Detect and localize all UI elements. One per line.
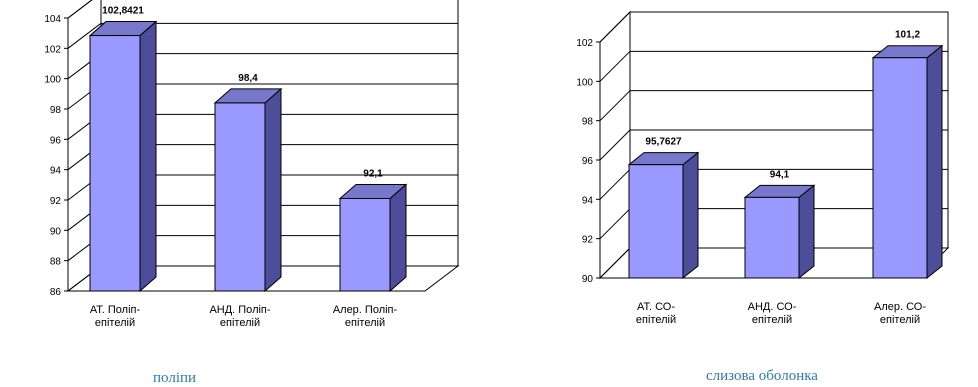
- y-tick-label: 100: [576, 77, 593, 88]
- caption-polyps: поліпи: [153, 370, 197, 386]
- y-tick-label: 96: [50, 135, 62, 146]
- category-label-line: епітелій: [880, 314, 920, 326]
- bar-side: [926, 44, 943, 280]
- category-label: АТ. Поліп-епітелій: [90, 304, 141, 329]
- category-label-line: АНД. Поліп-: [209, 304, 270, 316]
- bar-side: [139, 20, 157, 293]
- y-tick-label: 88: [50, 257, 62, 268]
- category-label: АНД. Поліп-епітелій: [209, 304, 270, 329]
- category-label-line: АТ. СО-: [637, 301, 675, 313]
- bar: [214, 102, 266, 292]
- chart-0: 86 88 90 92 94 96 98 100 102 104 102,8421 АТ. Поліп…: [44, 0, 460, 329]
- bar: [89, 35, 141, 292]
- data-label: 102,8421: [102, 6, 144, 17]
- category-label-line: епітелій: [220, 317, 260, 329]
- category-label-line: АТ. Поліп-: [90, 304, 141, 316]
- gridline-side: [599, 208, 631, 240]
- y-tick-label: 96: [582, 156, 594, 167]
- category-label-line: Алер. Поліп-: [333, 304, 398, 316]
- bar-side: [682, 151, 699, 280]
- category-label-line: епітелій: [345, 317, 385, 329]
- y-tick-label: 104: [44, 14, 61, 25]
- bar: [872, 57, 928, 279]
- category-label: Алер. СО-епітелій: [874, 301, 926, 326]
- y-tick-label: 100: [44, 75, 61, 86]
- y-tick-label: 92: [582, 235, 594, 246]
- data-label: 98,4: [238, 73, 258, 84]
- category-label: Алер. Поліп-епітелій: [333, 304, 398, 329]
- y-tick-label: 98: [50, 105, 62, 116]
- gridline-side: [599, 129, 631, 161]
- category-label-line: Алер. СО-: [874, 301, 926, 313]
- chart-1: 90 92 94 96 98 100 102 95,7627 АТ. СО-епітелій 94…: [576, 10, 950, 326]
- bar-side: [798, 184, 815, 280]
- y-tick-label: 102: [576, 38, 593, 49]
- y-tick-label: 94: [50, 166, 62, 177]
- gridline-side: [67, 0, 93, 19]
- bar: [744, 196, 800, 279]
- gridline-side: [599, 90, 631, 122]
- y-tick-label: 98: [582, 117, 594, 128]
- bar: [339, 197, 391, 292]
- category-label: АНД. СО-епітелій: [748, 301, 797, 326]
- category-label-line: епітелій: [636, 314, 676, 326]
- y-tick-label: 92: [50, 196, 62, 207]
- gridline-side: [599, 168, 631, 200]
- category-label: АТ. СО-епітелій: [636, 301, 676, 326]
- y-tick-label: 94: [582, 195, 594, 206]
- data-label: 101,2: [895, 30, 920, 41]
- category-label-line: АНД. СО-: [748, 301, 797, 313]
- gridline-side: [599, 50, 631, 82]
- category-label-line: епітелій: [95, 317, 135, 329]
- category-label-line: епітелій: [752, 314, 792, 326]
- bar-side: [389, 183, 407, 293]
- y-tick-label: 86: [50, 287, 62, 298]
- data-label: 95,7627: [645, 137, 682, 148]
- y-tick-label: 90: [582, 274, 594, 285]
- caption-mucosa: слизова оболонка: [706, 368, 818, 384]
- bar: [628, 164, 684, 279]
- gridline-side: [599, 247, 631, 279]
- y-tick-label: 90: [50, 226, 62, 237]
- gridline-side: [599, 11, 631, 43]
- gridline-side: [67, 22, 102, 49]
- bar-side: [264, 87, 282, 293]
- data-label: 94,1: [770, 169, 790, 180]
- y-tick-label: 102: [44, 44, 61, 55]
- data-label: 92,1: [363, 168, 383, 179]
